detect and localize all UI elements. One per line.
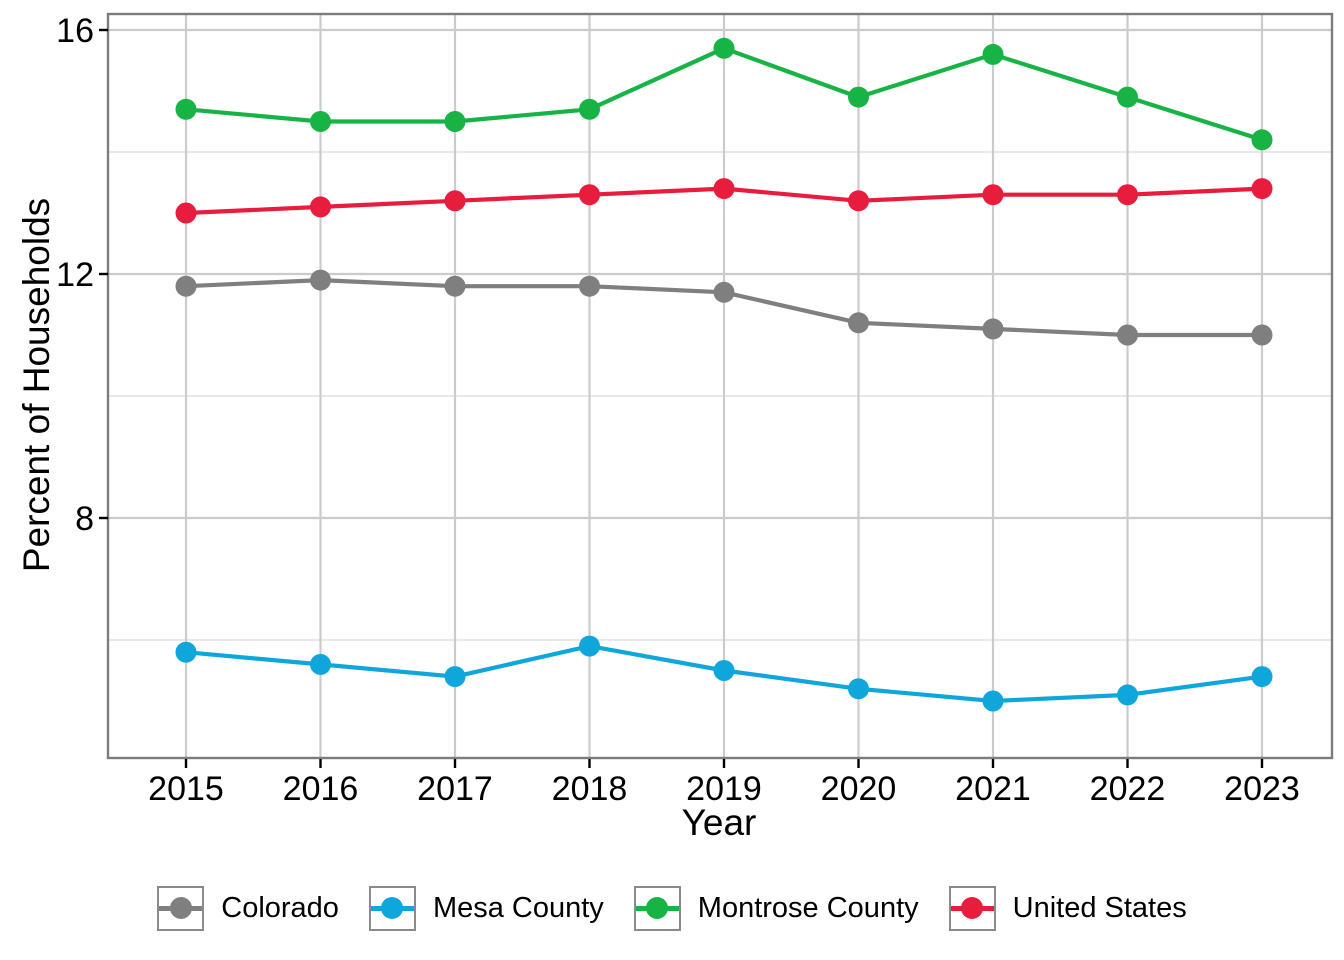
data-point [310, 111, 331, 132]
data-point [848, 312, 869, 334]
legend-label: United States [1012, 891, 1187, 924]
data-point [1117, 684, 1138, 706]
data-point [175, 275, 197, 297]
series-united-states [175, 178, 1273, 224]
y-tick-label: 16 [56, 12, 94, 50]
data-point [713, 178, 735, 200]
data-point [444, 111, 466, 132]
chart-canvas: 2015 2016 2017 2018 2019 2020 2021 2022 2023 8 12 1… [56, 12, 1334, 808]
legend-marker-icon [948, 885, 996, 931]
x-tick-label: 2021 [955, 770, 1031, 808]
legend-label: Colorado [221, 891, 339, 924]
data-point [310, 269, 331, 291]
data-point [1251, 324, 1273, 346]
legend-point-icon [961, 897, 984, 919]
series-mesa-county [175, 635, 1273, 712]
data-point [310, 653, 331, 675]
legend-point-icon [381, 897, 404, 919]
legend-item-united-states: United States [948, 885, 1187, 931]
data-point [848, 86, 869, 108]
legend-marker-icon [633, 885, 681, 931]
series-colorado [175, 269, 1273, 346]
data-point [848, 678, 869, 700]
data-point [175, 98, 197, 120]
data-point [1251, 178, 1273, 200]
data-point [579, 184, 600, 206]
legend-point-icon [169, 897, 192, 919]
data-point [713, 281, 735, 303]
data-point [713, 660, 735, 681]
data-point [579, 635, 600, 657]
data-point [444, 275, 466, 297]
plot-panel-border [106, 12, 1334, 760]
data-point [982, 43, 1004, 65]
data-point [444, 190, 466, 212]
x-tick-label: 2020 [821, 770, 897, 808]
x-tick-label: 2018 [552, 770, 628, 808]
legend-item-mesa-county: Mesa County [368, 885, 604, 931]
data-point [713, 37, 735, 59]
x-tick-label: 2023 [1224, 770, 1300, 808]
data-point [848, 190, 869, 212]
legend-label: Montrose County [697, 891, 919, 924]
data-point [1251, 666, 1273, 688]
legend-label: Mesa County [432, 891, 604, 924]
data-point [1251, 129, 1273, 151]
legend-item-colorado: Colorado [157, 885, 339, 931]
data-point [982, 318, 1004, 340]
y-axis-title: Percent of Households [16, 197, 57, 573]
legend-marker-icon [368, 885, 416, 931]
x-tick-label: 2015 [148, 770, 224, 808]
data-point [1117, 184, 1138, 206]
series-montrose-county [175, 37, 1273, 151]
data-point [982, 690, 1004, 712]
legend-item-montrose-county: Montrose County [633, 885, 919, 931]
x-axis-title: Year [681, 802, 757, 843]
data-point [175, 641, 197, 663]
data-point [175, 202, 197, 224]
data-point [982, 184, 1004, 206]
data-point [310, 196, 331, 218]
data-point [1117, 324, 1138, 346]
x-tick-label: 2017 [417, 770, 493, 808]
legend-marker-icon [157, 885, 205, 931]
x-tick-label: 2022 [1090, 770, 1166, 808]
data-point [444, 666, 466, 688]
legend-point-icon [646, 897, 669, 919]
y-tick-label: 8 [75, 500, 94, 538]
x-tick-label: 2016 [283, 770, 359, 808]
data-point [579, 275, 600, 297]
data-point [579, 98, 600, 120]
y-tick-label: 12 [56, 256, 94, 294]
legend: Colorado Mesa County Montrose County United… [0, 879, 1344, 937]
data-point [1117, 86, 1138, 108]
x-tick-label: 2019 [686, 770, 762, 808]
